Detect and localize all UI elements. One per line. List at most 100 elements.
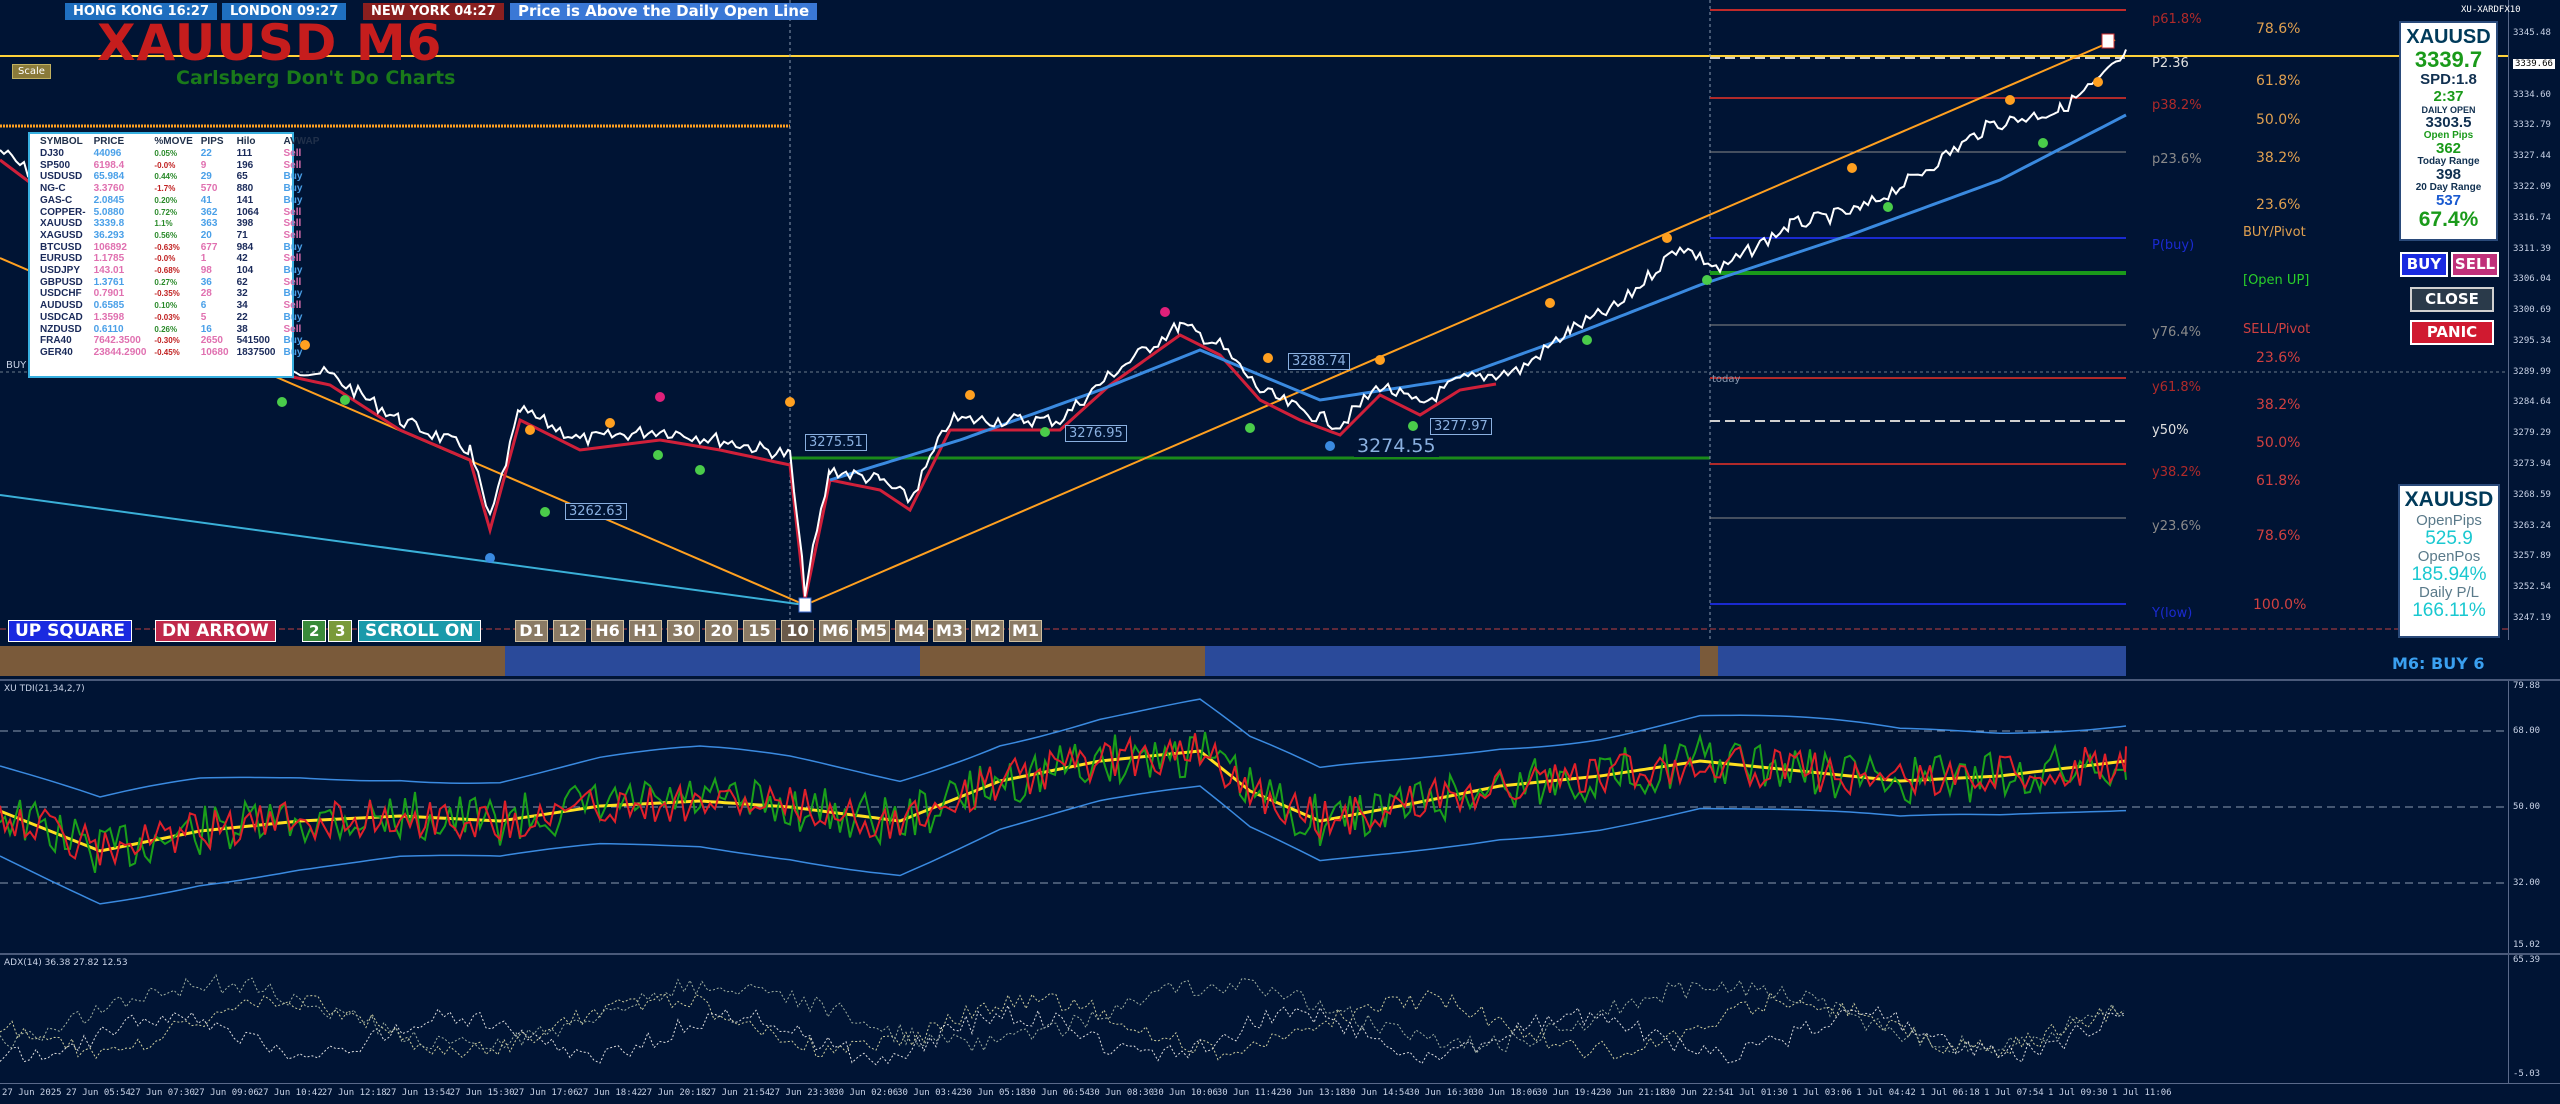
watchlist-cell-avwap: Sell (283, 229, 302, 241)
timeframe-10-button[interactable]: 10 (781, 620, 814, 642)
info-daily-open-label: DAILY OPEN (2421, 105, 2476, 115)
adx-label: ADX(14) 36.38 27.82 12.53 (4, 958, 128, 968)
timeframe-12-button[interactable]: 12 (553, 620, 586, 642)
watchlist-cell-price: 65.984 (93, 171, 125, 183)
up-square-button[interactable]: UP SQUARE (8, 620, 133, 642)
watchlist-cell-avwap: Buy (283, 346, 303, 358)
close-button[interactable]: CLOSE (2410, 287, 2494, 312)
up-square-marker (798, 597, 812, 613)
timeframe-m3-button[interactable]: M3 (933, 620, 966, 642)
watchlist-cell-pips: 22 (200, 148, 212, 159)
watchlist-cell-move: 0.26% (154, 324, 178, 334)
watchlist-cell-hilo: 38 (236, 323, 248, 335)
price-axis-label: 3279.29 (2513, 428, 2551, 439)
signal-dot (485, 553, 495, 563)
timeframe-20-button[interactable]: 20 (705, 620, 738, 642)
info-today-range-label: Today Range (2417, 156, 2480, 167)
watchlist-row[interactable]: XAGUSD 36.293 0.56% 20 71 Sell (36, 230, 323, 242)
watchlist-row[interactable]: DJ30 44096 0.05% 22 111 Sell (36, 148, 323, 160)
watchlist-cell-sym: BTCUSD (40, 241, 82, 253)
watchlist-cell-price: 1.3761 (93, 276, 125, 288)
watchlist-row[interactable]: SP500 6198.4 -0.0% 9 196 Sell (36, 160, 323, 172)
info-open-pips: 362 (2435, 140, 2462, 157)
trend-line-cyan (0, 494, 806, 606)
timeframe-m6-button[interactable]: M6 (819, 620, 852, 642)
signal-dot (655, 392, 665, 402)
timeframe-m5-button[interactable]: M5 (857, 620, 890, 642)
price-axis-label: 3332.79 (2513, 120, 2551, 131)
price-chart-canvas[interactable] (0, 0, 2508, 640)
price-chart-pane[interactable]: 3262.63 3275.51 3276.95 3288.74 3274.55 … (0, 0, 2560, 642)
adx-axis-top: 65.39 (2513, 955, 2541, 965)
scale-button[interactable]: Scale (12, 64, 51, 79)
timeframe-h6-button[interactable]: H6 (591, 620, 624, 642)
timeframe-h1-button[interactable]: H1 (629, 620, 662, 642)
watchlist-row[interactable]: GER40 23844.2900 -0.45% 10680 1837500 Buy (36, 347, 323, 359)
time-axis-label: 1 Jul 03:06 (1792, 1088, 1852, 1098)
fib-right-p382: p38.2% (2152, 98, 2202, 113)
pos-daily-pl: 166.11% (2412, 600, 2486, 621)
fib-label-382-bot: 38.2% (2256, 397, 2301, 413)
toggle-3-button[interactable]: 3 (328, 620, 353, 642)
watchlist-cell-move: -0.63% (154, 242, 180, 252)
fib-right-y618: y61.8% (2152, 380, 2201, 395)
signal-dot (605, 418, 615, 428)
watchlist-cell-move: 0.27% (154, 277, 178, 287)
col-price: PRICE (93, 135, 125, 147)
watchlist-cell-price: 106892 (93, 241, 127, 253)
buy-button[interactable]: BUY (2400, 252, 2448, 277)
watchlist-cell-price: 143.01 (93, 265, 125, 277)
watchlist-cell-pips: 362 (200, 206, 218, 218)
watchlist-row[interactable]: EURUSD 1.1785 -0.0% 1 42 Sell (36, 253, 323, 265)
adx-axis: 65.39 -5.03 (2508, 955, 2560, 1083)
signal-dot (785, 397, 795, 407)
watchlist-row[interactable]: USDCHF 0.7901 -0.35% 28 32 Buy (36, 288, 323, 300)
timeframe-m2-button[interactable]: M2 (971, 620, 1004, 642)
watchlist-row[interactable]: AUDUSD 0.6585 0.10% 6 34 Sell (36, 300, 323, 312)
timeframe-m4-button[interactable]: M4 (895, 620, 928, 642)
dn-arrow-button[interactable]: DN ARROW (155, 620, 276, 642)
watchlist-row[interactable]: GBPUSD 1.3761 0.27% 36 62 Sell (36, 277, 323, 289)
broker-label: XU-XARDFX10 (2461, 5, 2521, 15)
col-pips: PIPS (200, 135, 224, 147)
adx-indicator-pane[interactable]: ADX(14) 36.38 27.82 12.53 (0, 955, 2508, 1083)
signal-markers (277, 77, 2103, 563)
time-axis-label: 27 Jun 13:54 (385, 1088, 451, 1098)
watchlist-row[interactable]: USDCAD 1.3598 -0.03% 5 22 Buy (36, 312, 323, 324)
hong-kong-clock: HONG KONG 16:27 (65, 3, 218, 20)
watchlist-cell-hilo: 65 (236, 171, 248, 183)
sell-button[interactable]: SELL (2451, 252, 2499, 277)
timeframe-m1-button[interactable]: M1 (1009, 620, 1042, 642)
watchlist-row[interactable]: GAS-C 2.0845 0.20% 41 141 Buy (36, 195, 323, 207)
timeframe-d1-button[interactable]: D1 (515, 620, 548, 642)
timeframe-30-button[interactable]: 30 (667, 620, 700, 642)
watchlist-cell-pips: 9 (200, 159, 207, 171)
watchlist-row[interactable]: COPPER- 5.0880 0.72% 362 1064 Sell (36, 207, 323, 219)
panic-button[interactable]: PANIC (2410, 320, 2494, 345)
tdi-indicator-pane[interactable]: XU TDI(21,34,2,7) (0, 681, 2508, 953)
timeframe-signal: M6: BUY 6 (2392, 654, 2485, 673)
watchlist-cell-move: -0.68% (154, 266, 180, 276)
price-axis-label: 3334.60 (2513, 89, 2551, 100)
tdi-axis-32: 32.00 (2513, 878, 2541, 888)
time-axis-label: 30 Jun 21:18 (1600, 1088, 1666, 1098)
watchlist-cell-pips: 1 (200, 253, 207, 265)
watchlist-cell-sym: XAGUSD (40, 229, 83, 241)
watchlist-cell-avwap: Buy (283, 241, 303, 253)
watchlist-cell-hilo: 141 (236, 194, 254, 206)
scroll-on-button[interactable]: SCROLL ON (358, 620, 481, 642)
watchlist-row[interactable]: USDJPY 143.01 -0.68% 98 104 Buy (36, 265, 323, 277)
watchlist-cell-pips: 677 (200, 241, 218, 253)
fib-label-786-bot: 78.6% (2256, 528, 2301, 544)
watchlist-cell-avwap: Buy (283, 265, 303, 277)
toggle-2-button[interactable]: 2 (302, 620, 327, 642)
watchlist-row[interactable]: XAUUSD 3339.8 1.1% 363 398 Sell (36, 218, 323, 230)
price-axis-label: 3316.74 (2513, 212, 2551, 223)
watchlist-row[interactable]: BTCUSD 106892 -0.63% 677 984 Buy (36, 242, 323, 254)
timeframe-15-button[interactable]: 15 (743, 620, 776, 642)
watchlist-row[interactable]: NZDUSD 0.6110 0.26% 16 38 Sell (36, 324, 323, 336)
fib-label-382-top: 38.2% (2256, 150, 2301, 166)
watchlist-row[interactable]: FRA40 7642.3500 -0.30% 2650 541500 Buy (36, 335, 323, 347)
watchlist-row[interactable]: NG-C 3.3760 -1.7% 570 880 Buy (36, 183, 323, 195)
watchlist-row[interactable]: USDUSD 65.984 0.44% 29 65 Buy (36, 171, 323, 183)
